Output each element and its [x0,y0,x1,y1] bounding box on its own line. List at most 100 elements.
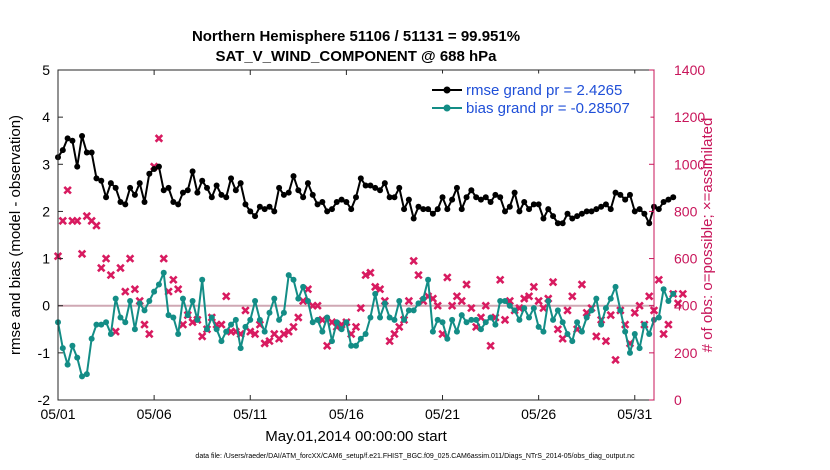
assimilated-marker [322,341,332,351]
bias-point [593,295,600,302]
assimilated-marker-stroke [568,292,577,301]
bias-point [228,321,235,328]
rmse-point [333,199,340,205]
rmse-point [175,201,182,208]
assimilated-marker-stroke [520,294,529,303]
rmse-point [391,194,398,201]
rmse-point [88,149,95,156]
bias-point [540,328,547,335]
assimilated-marker-stroke [534,296,543,306]
assimilated-marker-stroke [678,289,688,299]
legend-rmse-marker [443,86,451,94]
bias-point [477,326,484,333]
rmse-point [583,208,590,215]
bias-point [458,312,465,319]
assimilated-marker [63,185,72,195]
rmse-point [641,210,648,217]
bias-point [377,314,384,321]
assimilated-marker [481,301,490,310]
assimilated-marker [644,292,654,301]
rmse-point [237,180,244,187]
rmse-point [497,194,504,201]
bias-point [271,295,278,302]
assimilated-marker-stroke [654,275,664,285]
assimilated-marker-stroke [270,329,279,339]
rmse-point [415,203,422,210]
assimilated-marker [294,313,303,322]
rmse-point [396,184,403,191]
rmse-point [453,184,460,191]
left-axis-label: rmse and bias (model - observation) [7,115,24,355]
bias-point [151,288,158,295]
rmse-point [218,191,225,198]
chart-title-line1: Northern Hemisphere 51106 / 51131 = 99.9… [192,28,520,45]
bias-point [554,307,561,314]
assimilated-marker-stroke [620,320,630,329]
assimilated-marker-stroke [558,334,567,343]
assimilated-marker-stroke [217,320,226,329]
assimilated-marker-stroke [404,296,414,306]
assimilated-marker-stroke [279,329,289,339]
bias-point [636,345,643,352]
left-tick-label: 5 [42,62,50,78]
rmse-point [660,199,667,205]
bias-point [79,373,86,380]
rmse-point [598,203,605,210]
bias-point [574,319,581,326]
bias-point [314,316,321,323]
rmse-point [511,189,518,196]
assimilated-marker [197,332,207,341]
rmse-point [612,189,619,196]
bias-point [300,283,307,290]
assimilated-marker [529,282,539,292]
rmse-point [228,175,235,182]
assimilated-marker [125,254,135,263]
assimilated-marker-stroke [385,336,394,346]
assimilated-marker-stroke [548,277,558,287]
bias-point [295,295,302,302]
assimilated-marker-stroke [313,301,322,310]
assimilated-marker-stroke [630,308,639,318]
bias-point [506,302,513,309]
bias-point [617,307,624,314]
assimilated-marker [467,303,476,313]
assimilated-marker-stroke [294,313,303,322]
bias-point [550,316,557,323]
bias-point [415,300,422,307]
assimilated-marker [366,268,375,277]
assimilated-marker-stroke [241,306,250,315]
assimilated-marker-stroke [592,332,601,341]
rmse-point [184,187,191,194]
rmse-point [578,210,585,217]
assimilated-marker [73,216,82,226]
bias-point [103,319,110,326]
assimilated-marker [217,320,226,329]
rmse-point [59,147,66,154]
rmse-point [136,180,143,187]
rmse-point [482,194,489,201]
bias-point [535,323,542,330]
bias-point [497,298,504,304]
assimilated-marker [548,277,558,287]
x-tick-label: 05/16 [329,406,364,422]
bias-point [204,326,210,333]
bias-point [468,316,475,323]
assimilated-marker [97,263,106,273]
right-tick-label: 200 [674,345,698,361]
rmse-point [429,210,436,217]
right-tick-label: 1200 [674,109,705,125]
assimilated-marker-stroke [106,270,116,280]
assimilated-marker [592,332,601,341]
assimilated-marker [664,320,673,329]
assimilated-marker [462,280,471,289]
rmse-point [64,135,71,142]
assimilated-marker [260,339,269,348]
right-tick-label: 800 [674,203,698,219]
bias-point [492,321,499,328]
assimilated-marker-stroke [351,322,361,332]
rmse-point [670,194,677,201]
rmse-point [622,196,629,203]
rmse-point [122,201,129,208]
assimilated-marker-stroke [635,301,644,310]
